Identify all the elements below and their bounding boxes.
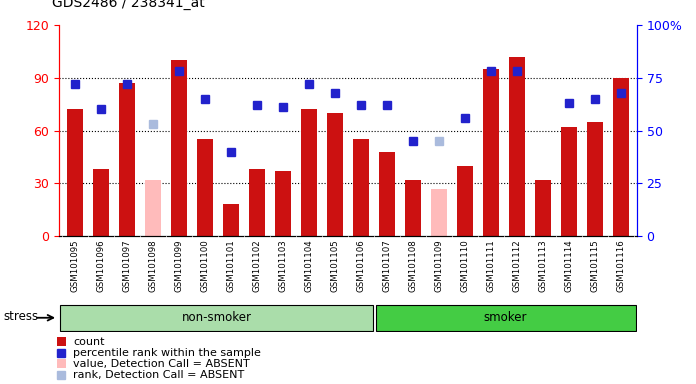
Bar (376, 305, 635, 331)
Text: GSM101112: GSM101112 (513, 240, 521, 292)
Text: GSM101107: GSM101107 (383, 240, 392, 292)
Text: GSM101099: GSM101099 (175, 240, 183, 292)
Text: GDS2486 / 238341_at: GDS2486 / 238341_at (52, 0, 205, 10)
Text: GSM101104: GSM101104 (304, 240, 313, 292)
Bar (56, 359, 66, 368)
Bar (249, 169, 264, 236)
Text: GSM101097: GSM101097 (122, 240, 132, 292)
Text: GSM101101: GSM101101 (226, 240, 235, 292)
Bar (119, 83, 134, 236)
Text: count: count (73, 336, 104, 346)
Text: non-smoker: non-smoker (182, 311, 252, 324)
Text: rank, Detection Call = ABSENT: rank, Detection Call = ABSENT (73, 370, 244, 380)
Text: GSM101102: GSM101102 (253, 240, 262, 292)
Bar (432, 189, 447, 236)
Bar (535, 180, 551, 236)
Bar (457, 166, 473, 236)
Text: GSM101110: GSM101110 (461, 240, 470, 292)
Bar (301, 109, 317, 236)
Text: GSM101115: GSM101115 (591, 240, 600, 292)
Text: GSM101113: GSM101113 (539, 240, 548, 292)
Bar (223, 204, 239, 236)
Text: GSM101103: GSM101103 (278, 240, 287, 292)
Bar (93, 169, 109, 236)
Text: stress: stress (3, 310, 38, 323)
Bar (483, 69, 499, 236)
Bar (405, 180, 421, 236)
Bar (587, 122, 603, 236)
Text: GSM101106: GSM101106 (356, 240, 365, 292)
Text: GSM101111: GSM101111 (487, 240, 496, 292)
Bar (509, 56, 525, 236)
Text: GSM101116: GSM101116 (617, 240, 626, 292)
Text: GSM101096: GSM101096 (96, 240, 105, 292)
Bar (353, 139, 369, 236)
Text: GSM101105: GSM101105 (331, 240, 340, 292)
Text: GSM101109: GSM101109 (434, 240, 443, 292)
Text: GSM101095: GSM101095 (70, 240, 79, 292)
Text: value, Detection Call = ABSENT: value, Detection Call = ABSENT (73, 359, 250, 369)
Text: percentile rank within the sample: percentile rank within the sample (73, 348, 261, 358)
Bar (61, 305, 373, 331)
Bar (562, 127, 577, 236)
Bar (145, 180, 161, 236)
Bar (197, 139, 213, 236)
Text: GSM101100: GSM101100 (200, 240, 209, 292)
Bar (379, 152, 395, 236)
Bar (171, 60, 187, 236)
Text: GSM101098: GSM101098 (148, 240, 157, 292)
Bar (275, 171, 291, 236)
Text: GSM101114: GSM101114 (564, 240, 574, 292)
Bar (613, 78, 629, 236)
Bar (56, 337, 66, 346)
Text: smoker: smoker (484, 311, 528, 324)
Bar (67, 109, 83, 236)
Text: GSM101108: GSM101108 (409, 240, 418, 292)
Bar (327, 113, 343, 236)
